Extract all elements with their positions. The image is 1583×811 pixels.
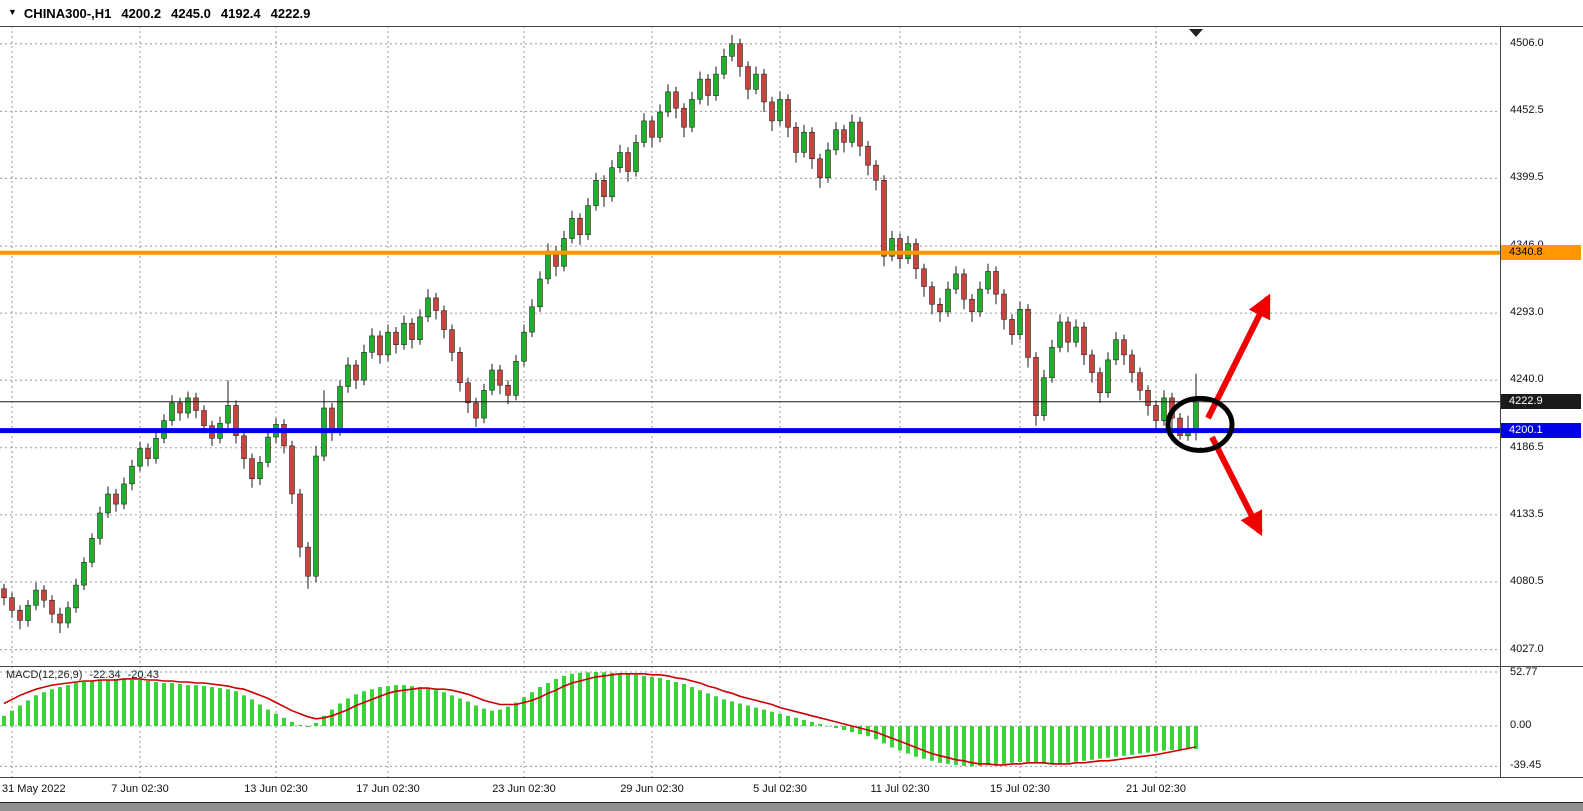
time-axis-label: 11 Jul 02:30 — [870, 783, 930, 795]
window-bottom-edge — [0, 802, 1583, 811]
macd-panel[interactable]: MACD(12,26,9) -22.34 -20.43 — [0, 666, 1500, 777]
macd-name: MACD(12,26,9) — [6, 669, 83, 681]
price-level-tag: 4200.1 — [1501, 423, 1581, 438]
time-axis-label: 31 May 2022 — [2, 783, 66, 795]
price-axis-label: 4399.5 — [1510, 171, 1544, 184]
candles-layer — [1, 34, 1199, 634]
price-level-tag: 4340.8 — [1501, 245, 1581, 260]
quote-close: 4222.9 — [270, 5, 311, 21]
time-axis-label: 7 Jun 02:30 — [111, 783, 169, 795]
macd-caption: MACD(12,26,9) -22.34 -20.43 — [6, 669, 159, 681]
time-axis-label: 23 Jun 02:30 — [492, 783, 556, 795]
indicator-separator[interactable] — [0, 666, 1583, 667]
price-axis-label: 4293.0 — [1510, 306, 1544, 319]
quote-open: 4200.2 — [121, 5, 162, 21]
time-axis-label: 29 Jun 02:30 — [620, 783, 684, 795]
candlestick-chart[interactable] — [0, 26, 1500, 666]
symbol-info-bar: ▼ CHINA300-,H1 4200.2 4245.0 4192.4 4222… — [0, 0, 1583, 26]
trend-arrow-up — [1205, 293, 1271, 420]
grid-layer — [0, 26, 1500, 666]
chart-top-border — [0, 26, 1583, 27]
price-axis-label: 4080.5 — [1510, 574, 1544, 587]
quote-low: 4192.4 — [220, 5, 261, 21]
macd-axis-label: -39.45 — [1510, 759, 1542, 772]
macd-axis-label: 0.00 — [1510, 719, 1532, 731]
price-axis-label: 4506.0 — [1510, 36, 1544, 49]
time-axis-border — [0, 777, 1583, 778]
time-axis-label: 5 Jul 02:30 — [753, 783, 807, 795]
trend-arrow-down — [1209, 435, 1263, 537]
axis-separator — [1500, 26, 1501, 778]
price-level-tag: 4222.9 — [1501, 394, 1581, 409]
time-axis-label: 15 Jul 02:30 — [990, 783, 1050, 795]
price-axis-label: 4240.0 — [1510, 373, 1544, 386]
shift-end-marker[interactable] — [1189, 29, 1203, 37]
macd-value: -22.34 — [89, 669, 121, 681]
price-axis-label: 4027.0 — [1510, 642, 1544, 655]
symbol-dropdown-icon[interactable]: ▼ — [8, 7, 17, 17]
time-axis-label: 21 Jul 02:30 — [1126, 783, 1186, 795]
time-axis-label: 13 Jun 02:30 — [244, 783, 308, 795]
macd-histogram — [2, 672, 1198, 767]
time-axis-label: 17 Jun 02:30 — [356, 783, 420, 795]
macd-axis-label: 52.77 — [1510, 666, 1538, 678]
price-axis[interactable]: 4506.04452.54399.54346.04293.04240.04186… — [1501, 26, 1583, 666]
symbol-label: CHINA300-,H1 — [23, 5, 112, 21]
price-levels-layer[interactable] — [0, 250, 1500, 434]
macd-signal-value: -20.43 — [127, 669, 159, 681]
price-axis-label: 4452.5 — [1510, 104, 1544, 117]
price-axis-label: 4133.5 — [1510, 507, 1544, 520]
quote-high: 4245.0 — [171, 5, 211, 21]
time-axis[interactable]: 31 May 2022 7 Jun 02:30 13 Jun 02:30 17 Jun… — [0, 778, 1583, 801]
macd-axis: 52.77 0.00 -39.45 — [1501, 666, 1583, 777]
price-axis-label: 4186.5 — [1510, 440, 1544, 453]
highlight-circle — [1165, 395, 1235, 453]
macd-signal-line — [3, 673, 1197, 766]
